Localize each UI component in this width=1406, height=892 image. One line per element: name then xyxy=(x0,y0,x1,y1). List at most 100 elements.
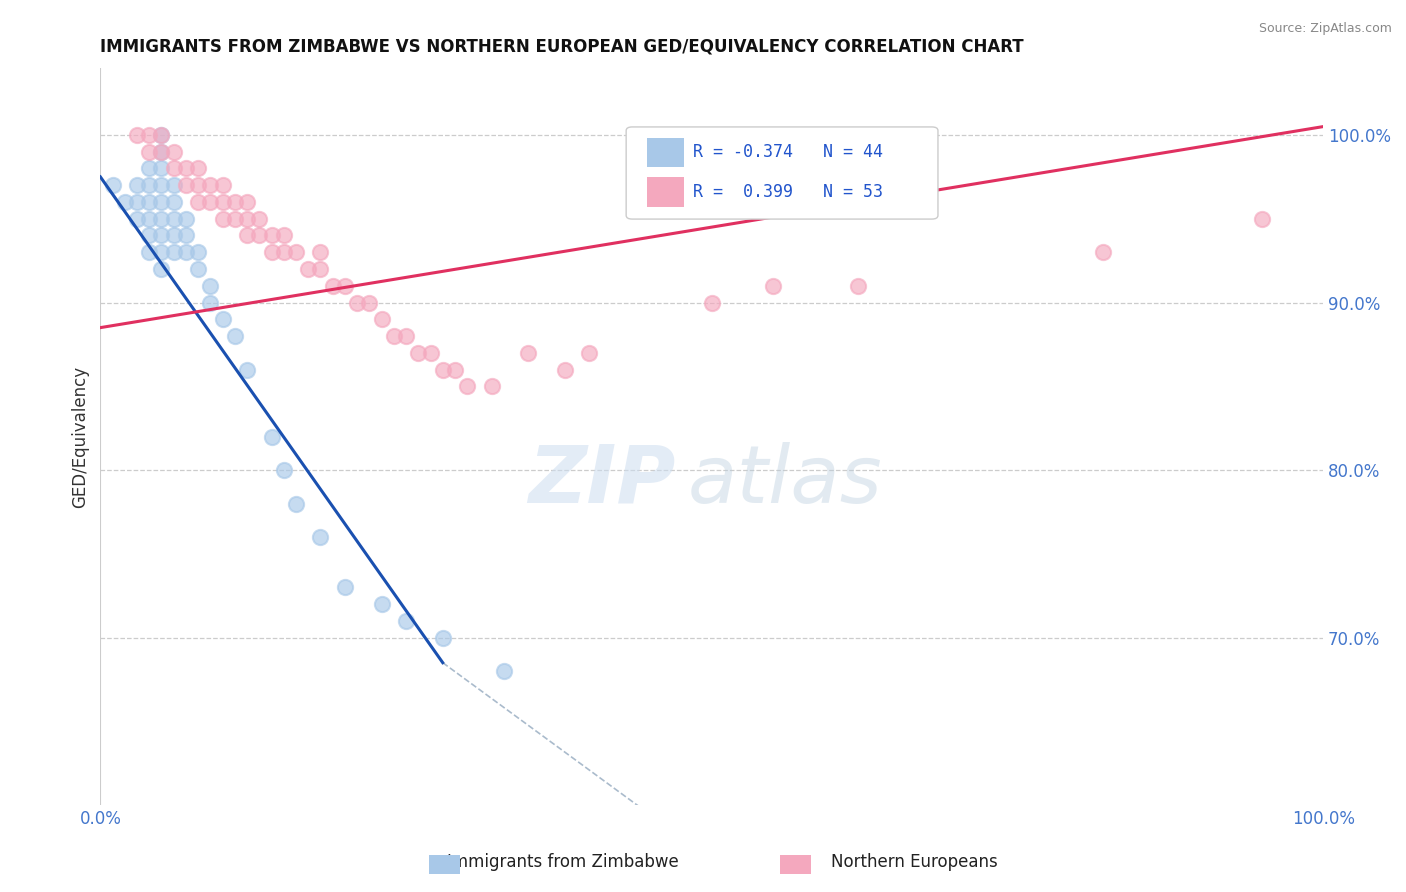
Point xyxy=(150,262,173,277)
Point xyxy=(200,178,222,193)
Point xyxy=(492,664,515,678)
Point xyxy=(174,178,197,193)
Point xyxy=(260,245,283,260)
Point xyxy=(1251,211,1274,226)
Point xyxy=(138,245,160,260)
Text: IMMIGRANTS FROM ZIMBABWE VS NORTHERN EUROPEAN GED/EQUIVALENCY CORRELATION CHART: IMMIGRANTS FROM ZIMBABWE VS NORTHERN EUR… xyxy=(100,37,1024,55)
Point xyxy=(138,161,160,176)
Point xyxy=(285,496,308,510)
Point xyxy=(150,145,173,159)
Point xyxy=(432,362,454,376)
Point xyxy=(224,194,246,209)
Text: Northern Europeans: Northern Europeans xyxy=(831,853,997,871)
Point xyxy=(285,245,308,260)
Point xyxy=(138,228,160,243)
Point xyxy=(211,178,233,193)
Point xyxy=(517,345,540,359)
Text: Immigrants from Zimbabwe: Immigrants from Zimbabwe xyxy=(447,853,678,871)
Point xyxy=(236,211,259,226)
Point xyxy=(150,161,173,176)
Point xyxy=(187,161,209,176)
Text: ZIP: ZIP xyxy=(527,442,675,520)
Point xyxy=(211,312,233,326)
Text: R = -0.374   N = 44: R = -0.374 N = 44 xyxy=(693,144,883,161)
Point xyxy=(309,262,332,277)
Point xyxy=(456,379,478,393)
Point xyxy=(211,194,233,209)
Point xyxy=(125,211,148,226)
Point xyxy=(247,211,270,226)
Point xyxy=(224,329,246,343)
Point xyxy=(163,178,186,193)
Point xyxy=(150,228,173,243)
Point xyxy=(247,228,270,243)
Point xyxy=(138,211,160,226)
Point xyxy=(359,295,381,310)
Point xyxy=(125,194,148,209)
Point xyxy=(150,128,173,142)
Point xyxy=(554,362,576,376)
Point xyxy=(138,194,160,209)
Point xyxy=(224,211,246,226)
Point xyxy=(297,262,319,277)
Point xyxy=(174,245,197,260)
Point xyxy=(432,631,454,645)
Point xyxy=(260,228,283,243)
Point xyxy=(200,295,222,310)
Point xyxy=(200,278,222,293)
Point xyxy=(322,278,344,293)
Point xyxy=(174,211,197,226)
Point xyxy=(406,345,429,359)
Point xyxy=(125,178,148,193)
Point xyxy=(114,194,136,209)
Point xyxy=(163,211,186,226)
Point xyxy=(309,530,332,544)
Point xyxy=(163,145,186,159)
Point xyxy=(150,194,173,209)
Text: atlas: atlas xyxy=(688,442,882,520)
Point xyxy=(125,128,148,142)
Point xyxy=(138,178,160,193)
Point xyxy=(150,211,173,226)
Point xyxy=(370,312,392,326)
Point xyxy=(700,295,723,310)
Point xyxy=(101,178,124,193)
Point xyxy=(150,178,173,193)
Point xyxy=(273,463,295,477)
Y-axis label: GED/Equivalency: GED/Equivalency xyxy=(72,366,89,508)
Point xyxy=(273,245,295,260)
FancyBboxPatch shape xyxy=(626,127,938,219)
Point xyxy=(163,161,186,176)
Point xyxy=(163,194,186,209)
Point xyxy=(236,194,259,209)
Point xyxy=(444,362,467,376)
Point xyxy=(150,145,173,159)
Point xyxy=(848,278,870,293)
Point xyxy=(163,228,186,243)
Point xyxy=(395,614,418,628)
Point xyxy=(333,580,356,594)
Point xyxy=(211,211,233,226)
FancyBboxPatch shape xyxy=(647,178,683,207)
Point xyxy=(163,245,186,260)
Point xyxy=(150,245,173,260)
Point xyxy=(174,228,197,243)
Point xyxy=(481,379,503,393)
Point xyxy=(419,345,441,359)
Point xyxy=(260,429,283,443)
Point xyxy=(346,295,368,310)
Point xyxy=(174,161,197,176)
Point xyxy=(578,345,600,359)
Point xyxy=(236,228,259,243)
Point xyxy=(187,178,209,193)
Point xyxy=(150,128,173,142)
Point xyxy=(138,128,160,142)
Point xyxy=(138,145,160,159)
Point xyxy=(1092,245,1115,260)
Point xyxy=(187,262,209,277)
Point xyxy=(273,228,295,243)
Text: R =  0.399   N = 53: R = 0.399 N = 53 xyxy=(693,183,883,202)
Point xyxy=(187,194,209,209)
Point xyxy=(762,278,785,293)
Point xyxy=(370,597,392,611)
